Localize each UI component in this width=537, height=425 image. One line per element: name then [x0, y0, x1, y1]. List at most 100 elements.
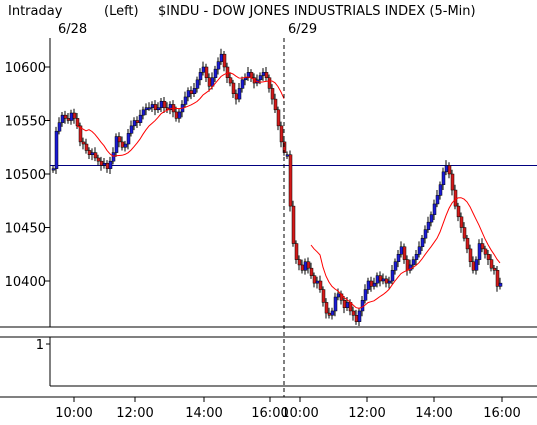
candle-body: [219, 53, 224, 62]
candle-body: [486, 254, 491, 260]
candle-body: [321, 289, 326, 303]
candle-body: [63, 114, 68, 119]
candle-body: [60, 114, 65, 123]
candle-body: [204, 66, 209, 78]
candle-body: [186, 90, 191, 98]
moving-average-line: [76, 72, 285, 157]
candle-body: [426, 221, 431, 230]
candle-body: [312, 275, 317, 284]
candle-body: [84, 143, 89, 151]
candle-body: [483, 248, 488, 255]
x-tick-label: 14:00: [415, 406, 452, 421]
candle-body: [120, 141, 125, 148]
x-tick-label: 14:00: [185, 406, 222, 421]
candle-body: [468, 248, 473, 262]
candle-body: [294, 243, 299, 260]
candle-body: [342, 300, 347, 309]
candle-body: [309, 267, 314, 276]
y-tick-label: 10400: [5, 275, 46, 290]
candle-body: [363, 289, 368, 301]
candle-body: [177, 111, 182, 119]
y-tick-label: 10450: [5, 222, 46, 237]
candle-body: [69, 112, 74, 121]
candles-group: [51, 48, 503, 326]
candle-body: [240, 79, 245, 89]
candle-body: [291, 205, 296, 244]
candle-body: [351, 310, 356, 316]
candle-body: [75, 118, 80, 127]
session-label-2: 6/29: [288, 22, 317, 37]
candle-body: [303, 261, 308, 271]
candle-body: [375, 275, 380, 284]
candle-body: [174, 111, 179, 119]
candle-body: [279, 125, 284, 143]
candle-body: [489, 259, 494, 269]
x-tick-label: 10:00: [281, 406, 318, 421]
candle-body: [228, 77, 233, 84]
lower-panel: 1: [36, 338, 50, 353]
candle-body: [423, 229, 428, 239]
candle-body: [93, 152, 98, 159]
candle-body: [231, 82, 236, 95]
candle-body: [66, 118, 71, 121]
candle-body: [156, 107, 161, 111]
candle-body: [54, 130, 59, 169]
candle-body: [57, 122, 62, 132]
moving-average-line: [310, 197, 501, 309]
candle-body: [183, 96, 188, 105]
candle-body: [249, 72, 254, 78]
chart-frame: [0, 38, 537, 398]
candle-body: [261, 72, 266, 76]
candle-body: [147, 107, 152, 110]
candle-body: [381, 278, 386, 282]
candle-body: [267, 77, 272, 89]
candle-body: [126, 133, 131, 145]
candle-body: [150, 104, 155, 108]
candle-body: [345, 302, 350, 308]
candle-body: [411, 259, 416, 266]
candle-body: [87, 150, 92, 155]
candle-body: [474, 259, 479, 271]
x-tick-label: 10:00: [55, 406, 92, 421]
candle-body: [372, 282, 377, 287]
y-tick-label: 10550: [5, 115, 46, 130]
candle-body: [438, 184, 443, 196]
candle-body: [225, 66, 230, 78]
candle-body: [198, 72, 203, 81]
candle-body: [459, 216, 464, 228]
candle-body: [405, 259, 410, 271]
candle-body: [315, 280, 320, 284]
candle-body: [288, 154, 293, 207]
candle-body: [276, 109, 281, 127]
candle-body: [444, 165, 449, 173]
candle-body: [213, 68, 218, 78]
candle-body: [81, 141, 86, 145]
candle-body: [477, 243, 482, 260]
candle-body: [135, 120, 140, 123]
candle-body: [465, 237, 470, 250]
candle-body: [99, 160, 104, 166]
session-label-1: 6/28: [58, 22, 87, 37]
candle-body: [51, 168, 56, 171]
candle-body: [306, 261, 311, 269]
candle-body: [102, 163, 107, 166]
candle-body: [390, 270, 395, 282]
candle-body: [495, 270, 500, 287]
candle-body: [471, 261, 476, 271]
candle-body: [441, 171, 446, 185]
candle-body: [330, 310, 335, 316]
candle-body: [192, 88, 197, 95]
candle-body: [480, 243, 485, 250]
y-axis: 10400 10450 10500 10550 10600: [5, 61, 50, 290]
lower-tick-label: 1: [36, 338, 44, 353]
candle-body: [78, 125, 83, 143]
candle-body: [357, 310, 362, 322]
candle-body: [285, 154, 290, 157]
candle-body: [453, 189, 458, 207]
candle-body: [435, 195, 440, 205]
candle-body: [378, 275, 383, 282]
candle-body: [492, 267, 497, 271]
candle-body: [450, 173, 455, 191]
chart-title: $INDU - DOW JONES INDUSTRIALS INDEX (5-M…: [158, 4, 476, 19]
